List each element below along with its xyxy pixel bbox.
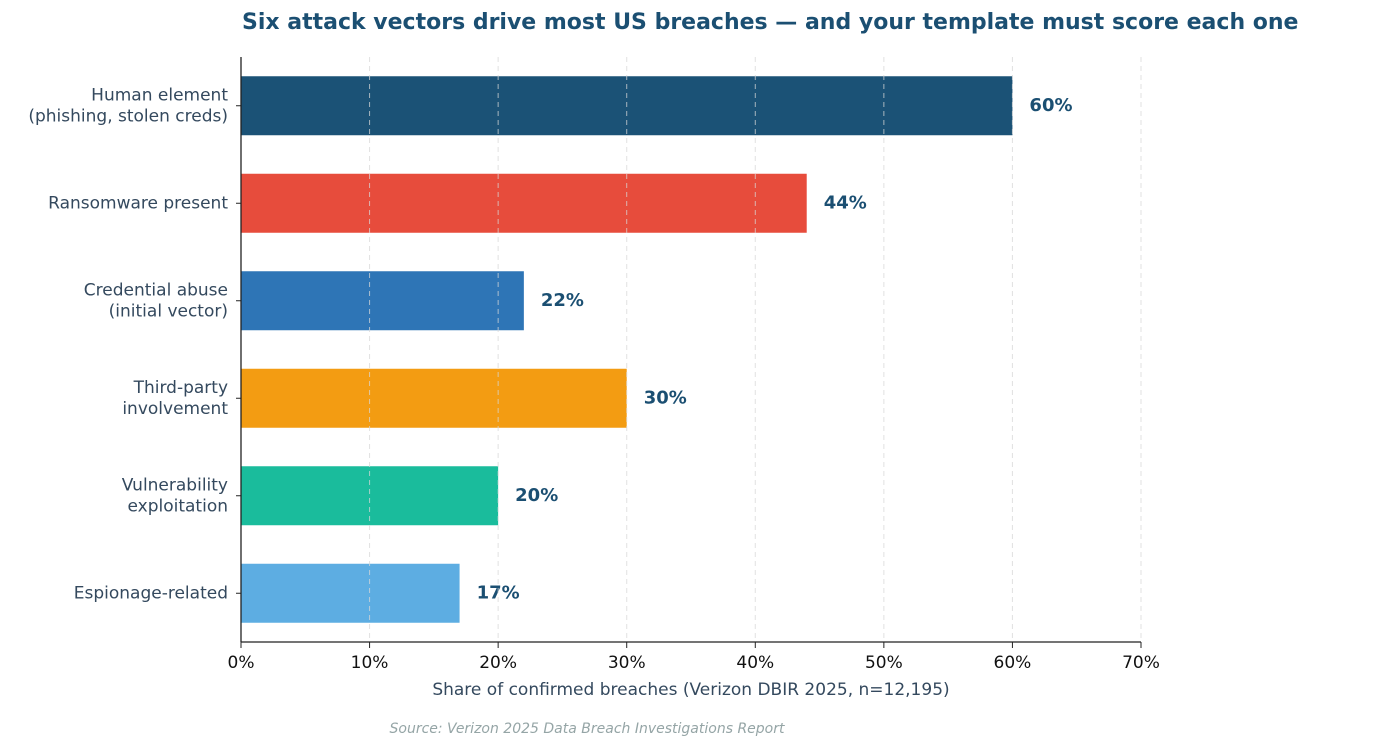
y-tick-label: Vulnerability exploitation [122,475,228,516]
x-tick-label: 70% [1122,653,1160,673]
x-tick-label: 40% [736,653,774,673]
x-tick-label: 30% [608,653,646,673]
y-tick-label: Espionage-related [74,583,228,603]
y-tick-label: Third-party involvement [122,378,228,419]
x-tick-label: 10% [351,653,389,673]
chart-title: Six attack vectors drive most US breache… [242,10,1298,35]
value-label: 44% [824,192,867,213]
value-label: 60% [1029,95,1072,116]
x-tick-label: 60% [994,653,1032,673]
value-label: 30% [644,387,687,408]
x-tick-label: 20% [479,653,517,673]
bar [241,271,524,331]
y-tick-label: Ransomware present [48,193,228,213]
x-axis-label: Share of confirmed breaches (Verizon DBI… [432,680,949,700]
y-tick-label: Human element (phishing, stolen creds) [28,85,228,126]
value-label: 22% [541,290,584,311]
y-tick-label: Credential abuse (initial vector) [84,280,228,321]
value-label: 20% [515,485,558,506]
bar [241,368,627,428]
source-note: Source: Verizon 2025 Data Breach Investi… [390,721,785,737]
bar [241,563,460,623]
bar [241,466,499,526]
bar [241,173,807,233]
x-tick-label: 50% [865,653,903,673]
x-tick-label: 0% [228,653,255,673]
